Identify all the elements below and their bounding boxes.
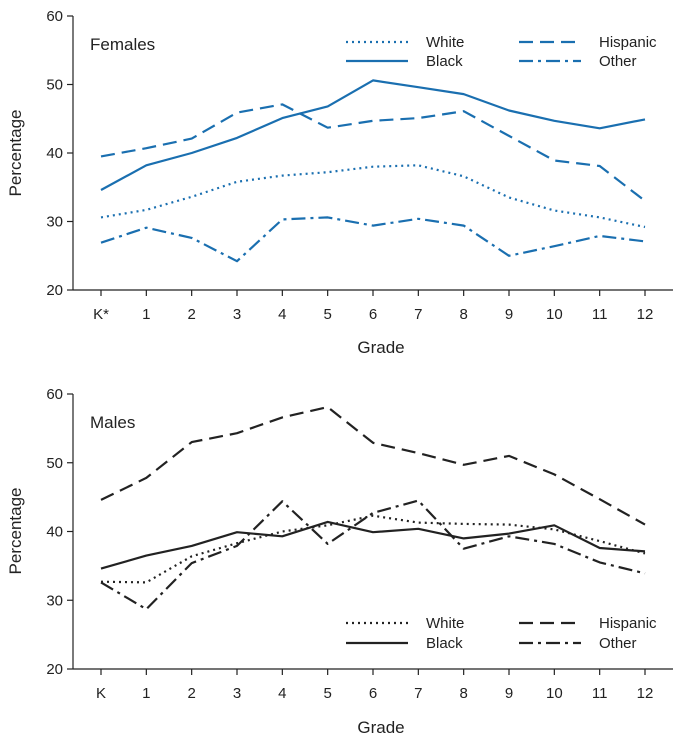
- chart1.legend-label-hispanic: Hispanic: [599, 615, 657, 632]
- chart0.x-tick-label-4: 4: [278, 306, 286, 323]
- chart1.legend-label-black: Black: [426, 635, 463, 652]
- chart0.panel-label: Females: [90, 35, 155, 54]
- chart1.x-axis-title: Grade: [357, 718, 404, 737]
- chart1.x-tick-label-7: 7: [414, 685, 422, 702]
- chart1.y-tick-label-50: 50: [46, 455, 63, 472]
- chart0.y-tick-label-60: 60: [46, 8, 63, 25]
- chart0.x-tick-label-6: 6: [369, 306, 377, 323]
- chart0.x-tick-label-7: 7: [414, 306, 422, 323]
- chart1.panel-label: Males: [90, 413, 135, 432]
- chart1.legend-label-white: White: [426, 615, 464, 632]
- chart0.x-tick-label-0: K*: [93, 306, 109, 323]
- chart0.legend-label-white: White: [426, 34, 464, 51]
- chart1.series-line-white: [100, 514, 646, 584]
- chart1.x-tick-label-9: 9: [505, 685, 513, 702]
- chart0.x-axis-title: Grade: [357, 338, 404, 357]
- chart1.y-axis-title: Percentage: [6, 488, 25, 575]
- chart0.series-line-hispanic: [100, 103, 646, 202]
- chart1.y-tick-label-40: 40: [46, 524, 63, 541]
- chart0.x-tick-label-1: 1: [142, 306, 150, 323]
- chart0.y-axis-title: Percentage: [6, 110, 25, 197]
- chart0.y-tick-label-20: 20: [46, 282, 63, 299]
- chart1.x-tick-label-2: 2: [187, 685, 195, 702]
- chart1.series-line-other: [100, 499, 646, 611]
- chart1.y-tick-label-60: 60: [46, 386, 63, 403]
- chart0.series-line-white: [100, 164, 646, 229]
- chart0.y-tick-label-30: 30: [46, 214, 63, 231]
- chart0.legend-label-other: Other: [599, 53, 637, 70]
- chart0.legend-label-hispanic: Hispanic: [599, 34, 657, 51]
- chart0.legend-label-black: Black: [426, 53, 463, 70]
- chart1.x-tick-label-1: 1: [142, 685, 150, 702]
- chart0.x-tick-label-2: 2: [187, 306, 195, 323]
- chart1.series-line-black: [100, 520, 646, 570]
- chart1.x-tick-label-11: 11: [592, 685, 608, 702]
- chart1.y-tick-label-30: 30: [46, 592, 63, 609]
- chart0.series-line-other: [100, 216, 646, 263]
- chart1.x-tick-label-10: 10: [546, 685, 563, 702]
- chart0.x-tick-label-5: 5: [323, 306, 331, 323]
- chart1.x-tick-label-12: 12: [637, 685, 654, 702]
- chart0.x-tick-label-11: 11: [592, 306, 608, 323]
- chart1.y-tick-label-20: 20: [46, 661, 63, 678]
- chart1.x-tick-label-0: K: [96, 685, 106, 702]
- chart1.x-tick-label-6: 6: [369, 685, 377, 702]
- chart0.series-line-black: [100, 79, 646, 191]
- chart1.x-tick-label-8: 8: [459, 685, 467, 702]
- chart1.legend-label-other: Other: [599, 635, 637, 652]
- chart1.x-tick-label-3: 3: [233, 685, 241, 702]
- chart0.x-tick-label-8: 8: [459, 306, 467, 323]
- chart0.y-tick-label-50: 50: [46, 77, 63, 94]
- chart0.x-tick-label-3: 3: [233, 306, 241, 323]
- chart0.x-tick-label-10: 10: [546, 306, 563, 323]
- chart0.x-tick-label-9: 9: [505, 306, 513, 323]
- chart1.x-tick-label-5: 5: [323, 685, 331, 702]
- chart0.y-tick-label-40: 40: [46, 145, 63, 162]
- chart1.series-line-hispanic: [100, 406, 646, 526]
- chart1.x-tick-label-4: 4: [278, 685, 286, 702]
- chart0.x-tick-label-12: 12: [637, 306, 654, 323]
